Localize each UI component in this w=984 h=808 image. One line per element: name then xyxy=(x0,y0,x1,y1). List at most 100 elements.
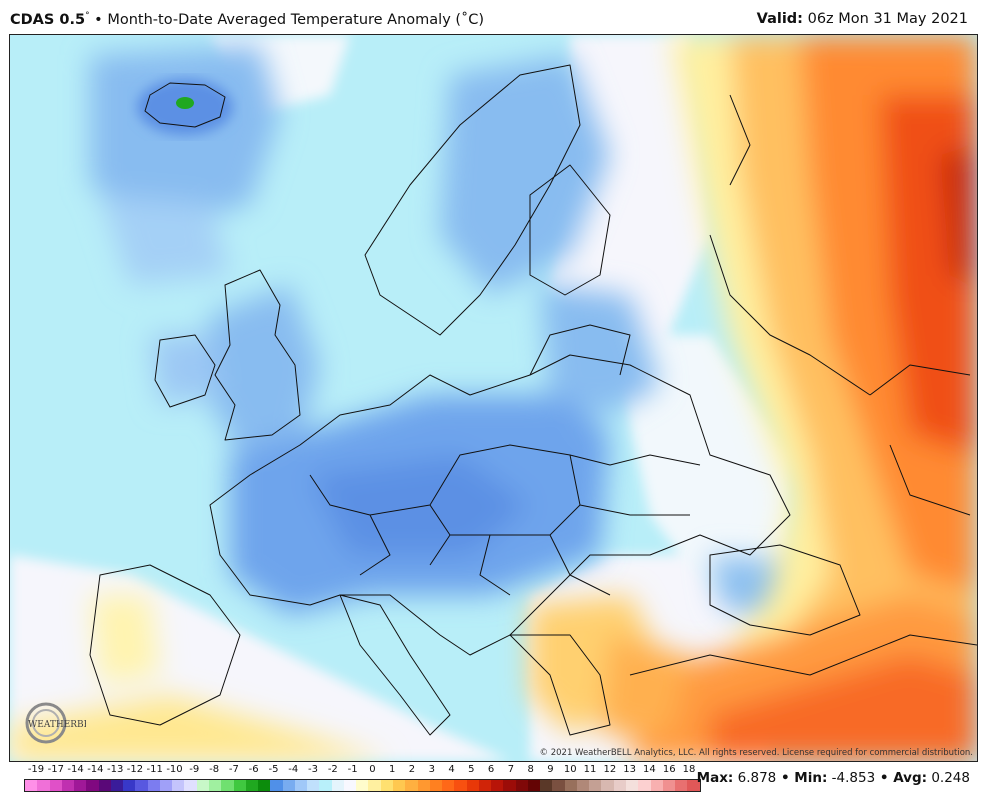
legend-tick-label: -2 xyxy=(327,764,338,775)
legend-tick-label: -4 xyxy=(288,764,299,775)
legend-colorbar xyxy=(24,779,701,792)
legend-swatch xyxy=(527,780,541,791)
copyright-notice: © 2021 WeatherBELL Analytics, LLC. All r… xyxy=(539,748,973,758)
legend-tick-label: -11 xyxy=(146,764,163,775)
weatherbell-logo: WEATHERBELL xyxy=(25,702,86,744)
legend-ticks: -19 -17 -14 -14 -13 -12 -11 -10 -9 -8 -7 -6 -5 -4 -3 -2… xyxy=(24,764,701,778)
legend-swatch xyxy=(86,780,99,791)
legend-swatch xyxy=(613,780,627,791)
color-legend: -19 -17 -14 -14 -13 -12 -11 -10 -9 -8 -7 -6 -5 -4 -3 -2… xyxy=(24,764,701,796)
legend-tick-label: 3 xyxy=(428,764,435,775)
legend-tick-label: -8 xyxy=(209,764,220,775)
legend-swatch xyxy=(466,780,479,791)
valid-label: Valid: xyxy=(756,11,803,27)
valid-time: Valid: 06z Mon 31 May 2021 xyxy=(757,11,968,27)
legend-tick-label: 6 xyxy=(487,764,495,775)
legend-swatch xyxy=(687,780,700,791)
legend-swatch xyxy=(147,780,160,791)
title-separator: • xyxy=(89,11,108,28)
legend-tick-label: -14 xyxy=(87,764,104,775)
legend-tick-label: 12 xyxy=(603,764,617,775)
legend-tick-label: -7 xyxy=(228,764,239,775)
legend-swatch xyxy=(662,780,676,791)
model-name: CDAS 0.5 xyxy=(10,11,86,28)
title-text: Month-to-Date Averaged Temperature Anoma… xyxy=(107,11,485,28)
legend-swatch xyxy=(172,780,185,791)
header: CDAS 0.5° • Month-to-Date Averaged Tempe… xyxy=(10,8,974,34)
legend-swatch xyxy=(343,780,357,791)
map-canvas xyxy=(10,35,977,761)
legend-swatch xyxy=(61,780,75,791)
legend-swatch xyxy=(576,780,590,791)
legend-swatch xyxy=(184,780,197,791)
legend-swatch xyxy=(196,780,209,791)
legend-swatch xyxy=(491,780,504,791)
legend-swatch xyxy=(515,780,528,791)
legend-tick-label: 5 xyxy=(468,764,475,775)
coastlines xyxy=(89,64,977,736)
legend-swatch xyxy=(429,780,443,791)
legend-tick-label: -1 xyxy=(347,764,358,775)
legend-swatch xyxy=(123,780,136,791)
legend-tick-label: -6 xyxy=(248,764,259,775)
legend-swatch xyxy=(356,780,369,791)
legend-swatch xyxy=(478,780,492,791)
legend-swatch xyxy=(589,780,602,791)
legend-swatch xyxy=(331,780,344,791)
legend-swatch xyxy=(638,780,651,791)
legend-swatch xyxy=(392,780,406,791)
degree-sign: ° xyxy=(85,11,90,21)
min-label: • Min: xyxy=(776,770,828,786)
legend-swatch xyxy=(564,780,577,791)
legend-tick-label: -14 xyxy=(67,764,84,775)
legend-tick-label: 1 xyxy=(388,764,396,775)
anomaly-map: WEATHERBELL © 2021 WeatherBELL Analytics… xyxy=(9,34,978,762)
legend-swatch xyxy=(319,780,332,791)
legend-tick-label: -13 xyxy=(106,764,124,775)
legend-tick-label: 0 xyxy=(369,764,376,775)
legend-tick-label: -12 xyxy=(126,764,144,775)
legend-swatch xyxy=(650,780,663,791)
legend-swatch xyxy=(98,780,111,791)
legend-swatch xyxy=(258,780,271,791)
legend-swatch xyxy=(417,780,430,791)
legend-swatch xyxy=(307,780,320,791)
legend-swatch xyxy=(282,780,295,791)
legend-tick-label: -5 xyxy=(268,764,279,775)
legend-swatch xyxy=(503,780,516,791)
legend-tick-label: 2 xyxy=(408,764,416,775)
legend-tick-label: 16 xyxy=(662,764,676,775)
legend-swatch xyxy=(25,780,38,791)
min-value: -4.853 xyxy=(827,770,876,786)
legend-swatch xyxy=(270,780,283,791)
max-value: 6.878 xyxy=(733,770,777,786)
legend-swatch xyxy=(37,780,50,791)
legend-swatch xyxy=(110,780,124,791)
max-label: Max: xyxy=(696,770,734,786)
legend-swatch xyxy=(245,780,259,791)
valid-value: 06z Mon 31 May 2021 xyxy=(802,11,968,27)
legend-swatch xyxy=(74,780,87,791)
legend-swatch xyxy=(135,780,148,791)
legend-tick-label: -19 xyxy=(27,764,45,775)
legend-swatch xyxy=(626,780,639,791)
legend-swatch xyxy=(159,780,173,791)
legend-tick-label: 9 xyxy=(547,764,554,775)
map-title: CDAS 0.5° • Month-to-Date Averaged Tempe… xyxy=(10,11,484,28)
legend-swatch xyxy=(380,780,393,791)
avg-label: • Avg: xyxy=(875,770,928,786)
logo-text: WEATHERBELL xyxy=(28,720,86,730)
legend-tick-label: -17 xyxy=(47,764,64,775)
legend-swatch xyxy=(221,780,234,791)
legend-tick-label: 13 xyxy=(623,764,636,775)
legend-tick-label: -9 xyxy=(189,764,200,775)
legend-swatch xyxy=(442,780,455,791)
legend-swatch xyxy=(601,780,614,791)
legend-swatch xyxy=(368,780,381,791)
legend-tick-label: 4 xyxy=(448,764,455,775)
legend-swatch xyxy=(454,780,467,791)
legend-tick-label: 11 xyxy=(583,764,597,775)
legend-tick-label: -10 xyxy=(166,764,183,775)
legend-tick-label: 8 xyxy=(527,764,534,775)
legend-swatch xyxy=(208,780,222,791)
